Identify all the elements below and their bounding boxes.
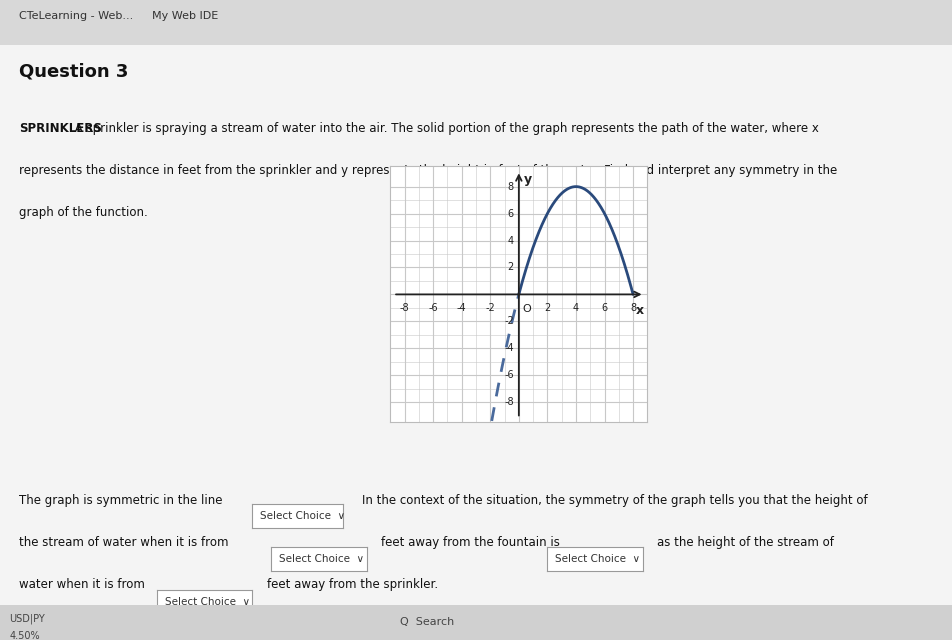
Text: graph of the function.: graph of the function. [19,205,148,218]
Text: feet away from the fountain is: feet away from the fountain is [381,536,560,549]
Text: as the height of the stream of: as the height of the stream of [657,536,834,549]
Text: 6: 6 [602,303,607,313]
Text: A sprinkler is spraying a stream of water into the air. The solid portion of the: A sprinkler is spraying a stream of wate… [71,122,820,135]
Text: Select Choice  ∨: Select Choice ∨ [260,511,345,521]
Text: y: y [524,173,532,186]
Text: 2: 2 [507,262,514,273]
Text: x: x [636,304,645,317]
Text: The graph is symmetric in the line: The graph is symmetric in the line [19,494,223,507]
Text: -2: -2 [486,303,495,313]
Text: USD|PY: USD|PY [10,614,46,624]
Text: Q  Search: Q Search [400,618,454,627]
Text: 8: 8 [507,182,514,191]
Text: water when it is from: water when it is from [19,577,145,591]
Text: Question 3: Question 3 [19,63,129,81]
Text: feet away from the sprinkler.: feet away from the sprinkler. [267,577,438,591]
Text: Select Choice  ∨: Select Choice ∨ [555,554,640,564]
Text: My Web IDE: My Web IDE [152,12,219,21]
Text: 2: 2 [545,303,550,313]
Text: 6: 6 [507,209,514,218]
Text: 4: 4 [507,236,514,246]
Text: Select Choice  ∨: Select Choice ∨ [165,597,249,607]
Text: -2: -2 [505,316,514,326]
Text: the stream of water when it is from: the stream of water when it is from [19,536,228,549]
Text: 4.50%: 4.50% [10,631,40,640]
Text: SPRINKLERS: SPRINKLERS [19,122,102,135]
Text: Select Choice  ∨: Select Choice ∨ [279,554,364,564]
Text: -4: -4 [457,303,466,313]
Text: -6: -6 [505,371,514,380]
Text: -8: -8 [400,303,409,313]
Text: O: O [523,304,531,314]
Text: 8: 8 [630,303,636,313]
Text: CTeLearning - Web...: CTeLearning - Web... [19,12,133,21]
Text: -8: -8 [505,397,514,407]
Text: 4: 4 [573,303,579,313]
Text: represents the distance in feet from the sprinkler and y represents the height i: represents the distance in feet from the… [19,164,838,177]
Text: -6: -6 [428,303,438,313]
Text: In the context of the situation, the symmetry of the graph tells you that the he: In the context of the situation, the sym… [362,494,867,507]
Text: -4: -4 [505,343,514,353]
